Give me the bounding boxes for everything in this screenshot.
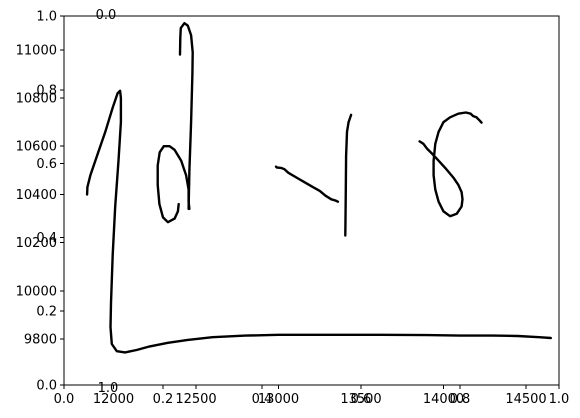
handwriting-axes: 12000 12500 13000 13500 14000 14500 9800 10000 1… bbox=[16, 43, 547, 407]
handwriting-stroke-3 bbox=[178, 22, 194, 211]
handwriting-stroke-1 bbox=[85, 89, 552, 354]
x-tick-label: 0.6 bbox=[351, 392, 372, 407]
x-tick-label: 0.2 bbox=[153, 392, 174, 407]
y-tick-label: 11000 bbox=[16, 43, 57, 58]
x-tick-label: 0.4 bbox=[252, 392, 273, 407]
x-tick-label: 0.0 bbox=[54, 392, 75, 407]
inset-tick-label: 1.0 bbox=[98, 381, 119, 396]
handwriting-stroke-4 bbox=[274, 165, 340, 203]
y-tick-label: 0.2 bbox=[36, 305, 57, 320]
x-tick-label: 13500 bbox=[340, 392, 381, 407]
y-tick-label: 0.6 bbox=[36, 157, 57, 172]
y-tick-label: 10400 bbox=[16, 188, 57, 203]
plot-area bbox=[64, 16, 559, 385]
x-tick-label: 1.0 bbox=[549, 392, 570, 407]
x-tick-label: 13000 bbox=[258, 392, 299, 407]
y-tick-label: 10200 bbox=[16, 236, 57, 251]
plot-frame bbox=[63, 15, 560, 386]
handwriting-strokes bbox=[85, 22, 552, 354]
y-tick-label: 1.0 bbox=[36, 10, 57, 25]
handwriting-stroke-6 bbox=[418, 111, 483, 218]
y-tick-label: 0.4 bbox=[36, 231, 57, 246]
x-tick-label: 14500 bbox=[505, 392, 546, 407]
y-tick-label: 10600 bbox=[16, 140, 57, 155]
empty-axes: 0.0 0.2 0.4 0.6 0.8 1.0 0.0 0.2 0.4 0.6 0.8 1.0 bbox=[36, 10, 569, 408]
y-tick-label: 9800 bbox=[24, 333, 57, 348]
handwriting-stroke-5 bbox=[344, 113, 353, 237]
ticks-layer: 12000 12500 13000 13500 14000 14500 9800 10000 1… bbox=[16, 8, 570, 407]
y-tick-label: 10000 bbox=[16, 284, 57, 299]
x-tick-label: 14000 bbox=[423, 392, 464, 407]
y-tick-label: 0.0 bbox=[36, 379, 57, 394]
x-tick-label: 0.8 bbox=[450, 392, 471, 407]
y-tick-label: 10800 bbox=[16, 92, 57, 107]
handwriting-stroke-2 bbox=[156, 145, 191, 224]
x-tick-label: 12000 bbox=[93, 392, 134, 407]
y-tick-label: 0.8 bbox=[36, 83, 57, 98]
x-tick-label: 12500 bbox=[175, 392, 216, 407]
